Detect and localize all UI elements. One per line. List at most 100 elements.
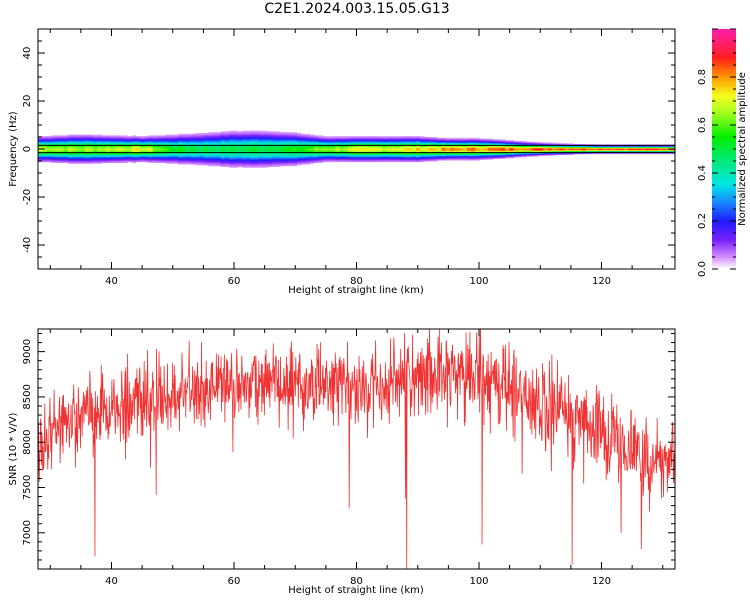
spectrogram-cell: [364, 141, 370, 143]
spectrogram-cell: [216, 149, 222, 151]
spectrogram-cell: [46, 153, 52, 155]
spectrogram-cell: [233, 164, 238, 166]
spectrogram-cell: [59, 154, 64, 156]
spectrogram-cell: [97, 159, 103, 161]
spectrogram-cell: [462, 139, 468, 141]
spectrogram-cell: [424, 158, 430, 160]
spectrogram-cell: [483, 153, 489, 155]
spectrogram-cell: [237, 162, 243, 164]
spectrogram-cell: [466, 155, 472, 157]
spectrogram-cell: [250, 161, 255, 163]
spectrogram-cell: [445, 147, 451, 149]
spectrogram-cell: [178, 140, 183, 142]
spectrogram-cell: [568, 150, 574, 152]
spectrogram-cell: [352, 156, 357, 158]
spectrogram-cell: [343, 150, 349, 152]
spectrogram-cell: [517, 141, 523, 143]
spectrogram-cell: [500, 147, 506, 149]
spectrogram-cell: [420, 149, 425, 151]
spectrogram-cell: [420, 141, 425, 143]
spectrogram-cell: [653, 144, 659, 146]
spectrogram-cell: [161, 147, 166, 149]
spectrogram-cell: [165, 141, 171, 143]
spectrogram-cell: [492, 140, 498, 142]
spectrogram-cell: [263, 147, 268, 149]
spectrogram-cell: [301, 160, 306, 162]
spectrogram-cell: [309, 158, 315, 160]
spectrogram-cell: [76, 161, 81, 163]
spectrogram-cell: [356, 157, 362, 159]
spectrogram-cell: [267, 147, 272, 149]
spectrogram-cell: [624, 149, 629, 151]
spectrogram-cell: [369, 145, 374, 147]
spectrogram-cell: [254, 141, 260, 143]
spectrogram-cell: [59, 147, 64, 149]
spectrogram-cell: [186, 157, 192, 159]
spectrogram-cell: [220, 134, 226, 136]
spectrogram-cell: [415, 157, 421, 159]
spectrogram-cell: [224, 165, 230, 167]
spectrogram-cell: [628, 148, 633, 150]
spectrogram-cell: [292, 163, 298, 165]
spectrogram-cell: [284, 137, 289, 139]
spectrogram-cell: [258, 135, 264, 137]
spectrogram-cell: [42, 155, 47, 157]
spectrogram-cell: [445, 150, 451, 152]
spectrogram-cell: [530, 142, 536, 144]
spectrogram-cell: [432, 154, 438, 156]
spectrogram-cell: [258, 153, 264, 155]
spectrogram-cell: [394, 142, 400, 144]
spectrogram-cell: [458, 150, 464, 152]
spectrogram-cell: [246, 161, 251, 163]
spectrogram-cell: [624, 151, 629, 153]
spectrogram-cell: [339, 159, 345, 161]
spectrogram-cell: [331, 156, 336, 158]
spectrogram-cell: [144, 145, 149, 147]
spectrogram-cell: [479, 147, 485, 149]
spectrogram-cell: [237, 138, 243, 140]
spectrogram-cell: [619, 144, 625, 146]
spectrogram-cell: [63, 155, 69, 157]
spectrogram-cell: [352, 141, 357, 143]
spectrogram-cell: [271, 131, 277, 133]
spectrogram-cell: [275, 146, 281, 148]
spectrogram-cell: [216, 140, 222, 142]
spectrogram-cell: [411, 137, 417, 139]
spectrogram-cell: [432, 153, 438, 155]
spectrogram-cell: [390, 147, 396, 149]
spectrogram-cell: [195, 133, 200, 135]
spectrogram-cell: [415, 136, 421, 138]
spectrogram-cell: [59, 156, 64, 158]
spectrogram-cell: [114, 153, 120, 155]
spectrogram-cell: [152, 149, 158, 151]
spectrogram-cell: [246, 131, 251, 133]
spectrogram-cell: [46, 155, 52, 157]
spectrogram-cell: [432, 143, 438, 145]
spectrogram-cell: [394, 137, 400, 139]
spectrogram-cell: [118, 137, 124, 139]
spectrogram-cell: [71, 161, 77, 163]
spectrogram-cell: [305, 160, 311, 162]
spectrogram-cell: [97, 146, 103, 148]
spectrogram-cell: [54, 141, 60, 143]
spectrogram-cell: [471, 141, 476, 143]
spectrogram-cell: [38, 149, 43, 151]
spectrogram-cell: [288, 148, 294, 150]
spectrogram-cell: [407, 141, 413, 143]
spectrogram-cell: [216, 156, 222, 158]
spectrogram-cell: [513, 153, 519, 155]
spectrogram-cell: [360, 147, 366, 149]
spectrogram-cell: [398, 137, 404, 139]
spectrogram-cell: [71, 148, 77, 150]
spectrogram-cell: [513, 149, 519, 151]
spectrogram-cell: [241, 142, 247, 144]
spectrogram-cell: [173, 135, 179, 137]
spectrogram-cell: [322, 157, 328, 159]
spectrogram-cell: [632, 151, 638, 153]
spectrogram-cell: [488, 147, 493, 149]
y-tick-label: 8500: [22, 384, 33, 409]
spectrogram-cell: [105, 153, 111, 155]
spectrogram-cell: [135, 142, 141, 144]
spectrogram-cell: [246, 158, 251, 160]
spectrogram-cell: [246, 137, 251, 139]
